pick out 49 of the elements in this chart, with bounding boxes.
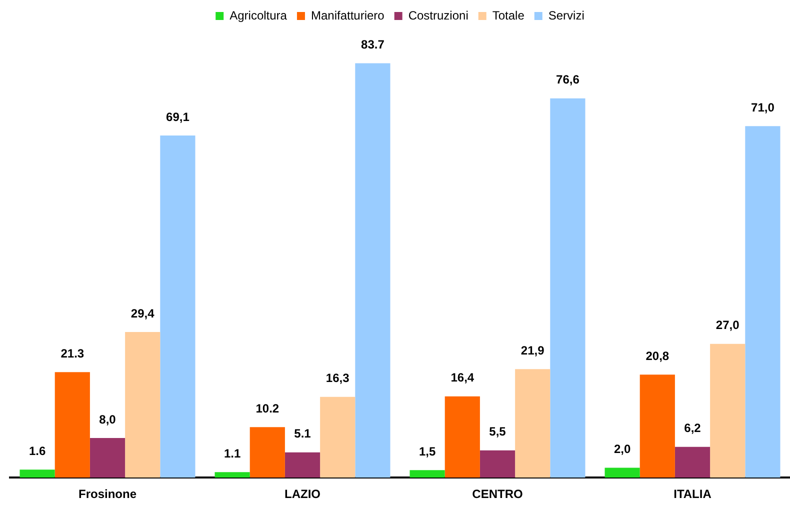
data-label: 21,9 — [520, 343, 545, 358]
x-tick-label: Frosinone — [78, 487, 137, 502]
data-label: 71,0 — [751, 100, 775, 114]
data-label: 83.7 — [361, 38, 385, 52]
data-label: 16,4 — [450, 370, 474, 385]
bar — [515, 369, 550, 478]
data-label: 21.3 — [60, 346, 84, 360]
data-label: 10.2 — [256, 401, 280, 416]
bar — [640, 374, 675, 478]
x-tick-label: LAZIO — [284, 487, 320, 502]
legend-label: Costruzioni — [408, 8, 468, 22]
bar — [480, 450, 516, 478]
data-label: 5.1 — [294, 426, 312, 441]
data-label: 5,5 — [489, 424, 506, 439]
bar — [54, 372, 90, 478]
x-tick-label: CENTRO — [472, 487, 523, 502]
bar — [160, 135, 196, 478]
bar — [355, 63, 390, 478]
bar — [125, 332, 160, 478]
legend-label: Manifatturiero — [310, 8, 385, 22]
bar — [320, 396, 356, 478]
bar — [410, 470, 445, 478]
data-label: 29,4 — [130, 306, 155, 320]
bar — [674, 446, 710, 478]
data-label: 6,2 — [684, 421, 702, 436]
data-label: 1.6 — [28, 444, 46, 458]
data-label: 1,5 — [418, 444, 436, 458]
data-label: 27,0 — [716, 318, 740, 332]
data-label: 1.1 — [224, 446, 241, 460]
x-tick-label: ITALIA — [674, 487, 712, 502]
bar — [90, 438, 126, 478]
legend-label: Agricoltura — [230, 8, 288, 22]
bar — [745, 126, 780, 478]
data-label: 16,3 — [326, 371, 350, 386]
bar — [20, 470, 55, 478]
legend-label: Totale — [492, 8, 525, 22]
bar — [214, 472, 250, 478]
data-label: 20,8 — [646, 348, 670, 363]
bar — [284, 452, 320, 478]
legend-label: Servizi — [548, 8, 584, 22]
data-label: 2,0 — [614, 442, 631, 456]
data-label: 76,6 — [556, 72, 580, 87]
bar — [604, 468, 640, 478]
bar — [550, 98, 586, 478]
data-label: 8,0 — [99, 412, 116, 426]
data-label: 69,1 — [166, 110, 190, 124]
bar — [250, 427, 285, 478]
bar — [710, 344, 746, 478]
bar — [444, 396, 480, 478]
